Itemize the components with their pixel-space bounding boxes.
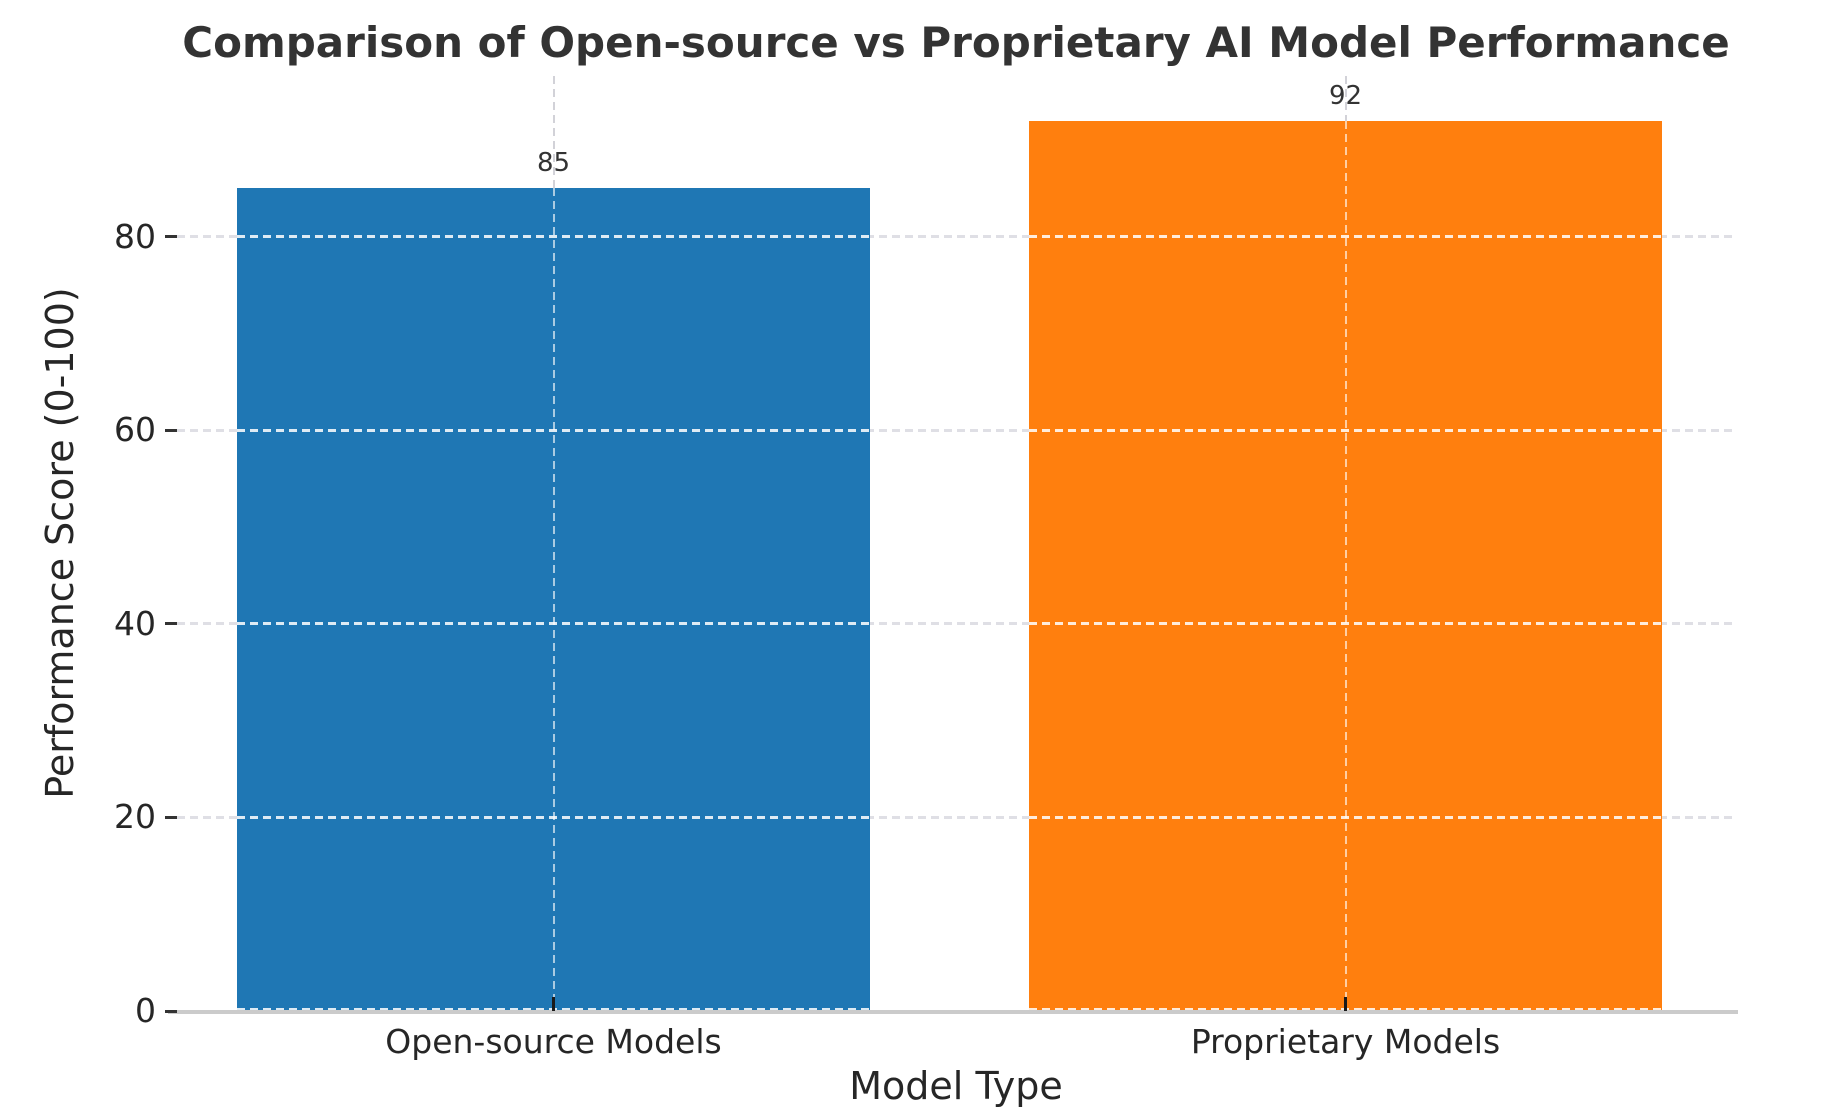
y-tick-label: 40 (114, 603, 156, 643)
gridline-horizontal (177, 235, 1735, 239)
y-tick-mark (165, 1009, 177, 1013)
y-tick-label: 0 (135, 991, 156, 1030)
chart-title: Comparison of Open-source vs Proprietary… (182, 18, 1730, 67)
y-axis-label: Performance Score (0-100) (38, 287, 82, 799)
bar-value-label: 92 (1328, 80, 1363, 111)
gridline-horizontal (177, 428, 1735, 432)
gridline-horizontal (177, 622, 1735, 626)
y-tick-mark (165, 428, 177, 432)
y-tick-label: 80 (114, 216, 156, 256)
bar-proprietary-models (1029, 120, 1662, 1011)
y-tick-label: 20 (114, 797, 156, 837)
x-axis-label: Model Type (849, 1064, 1063, 1108)
plot-area: 85 92 (177, 76, 1735, 1011)
y-tick-mark (165, 235, 177, 239)
y-tick-mark (165, 622, 177, 626)
y-tick-label: 60 (114, 410, 156, 450)
gridline-vertical-over-bar (552, 188, 555, 1011)
x-axis-spine (168, 1010, 1738, 1014)
x-tick-label: Open-source Models (385, 1022, 722, 1061)
x-tick-mark (1344, 997, 1347, 1011)
gridline-horizontal (177, 815, 1735, 819)
gridline-vertical-over-bar (1344, 120, 1347, 1011)
x-tick-label: Proprietary Models (1190, 1022, 1501, 1061)
bar-value-label: 85 (536, 148, 571, 179)
y-tick-mark (165, 815, 177, 819)
x-tick-mark (552, 997, 555, 1011)
bar-open-source-models (237, 188, 870, 1011)
